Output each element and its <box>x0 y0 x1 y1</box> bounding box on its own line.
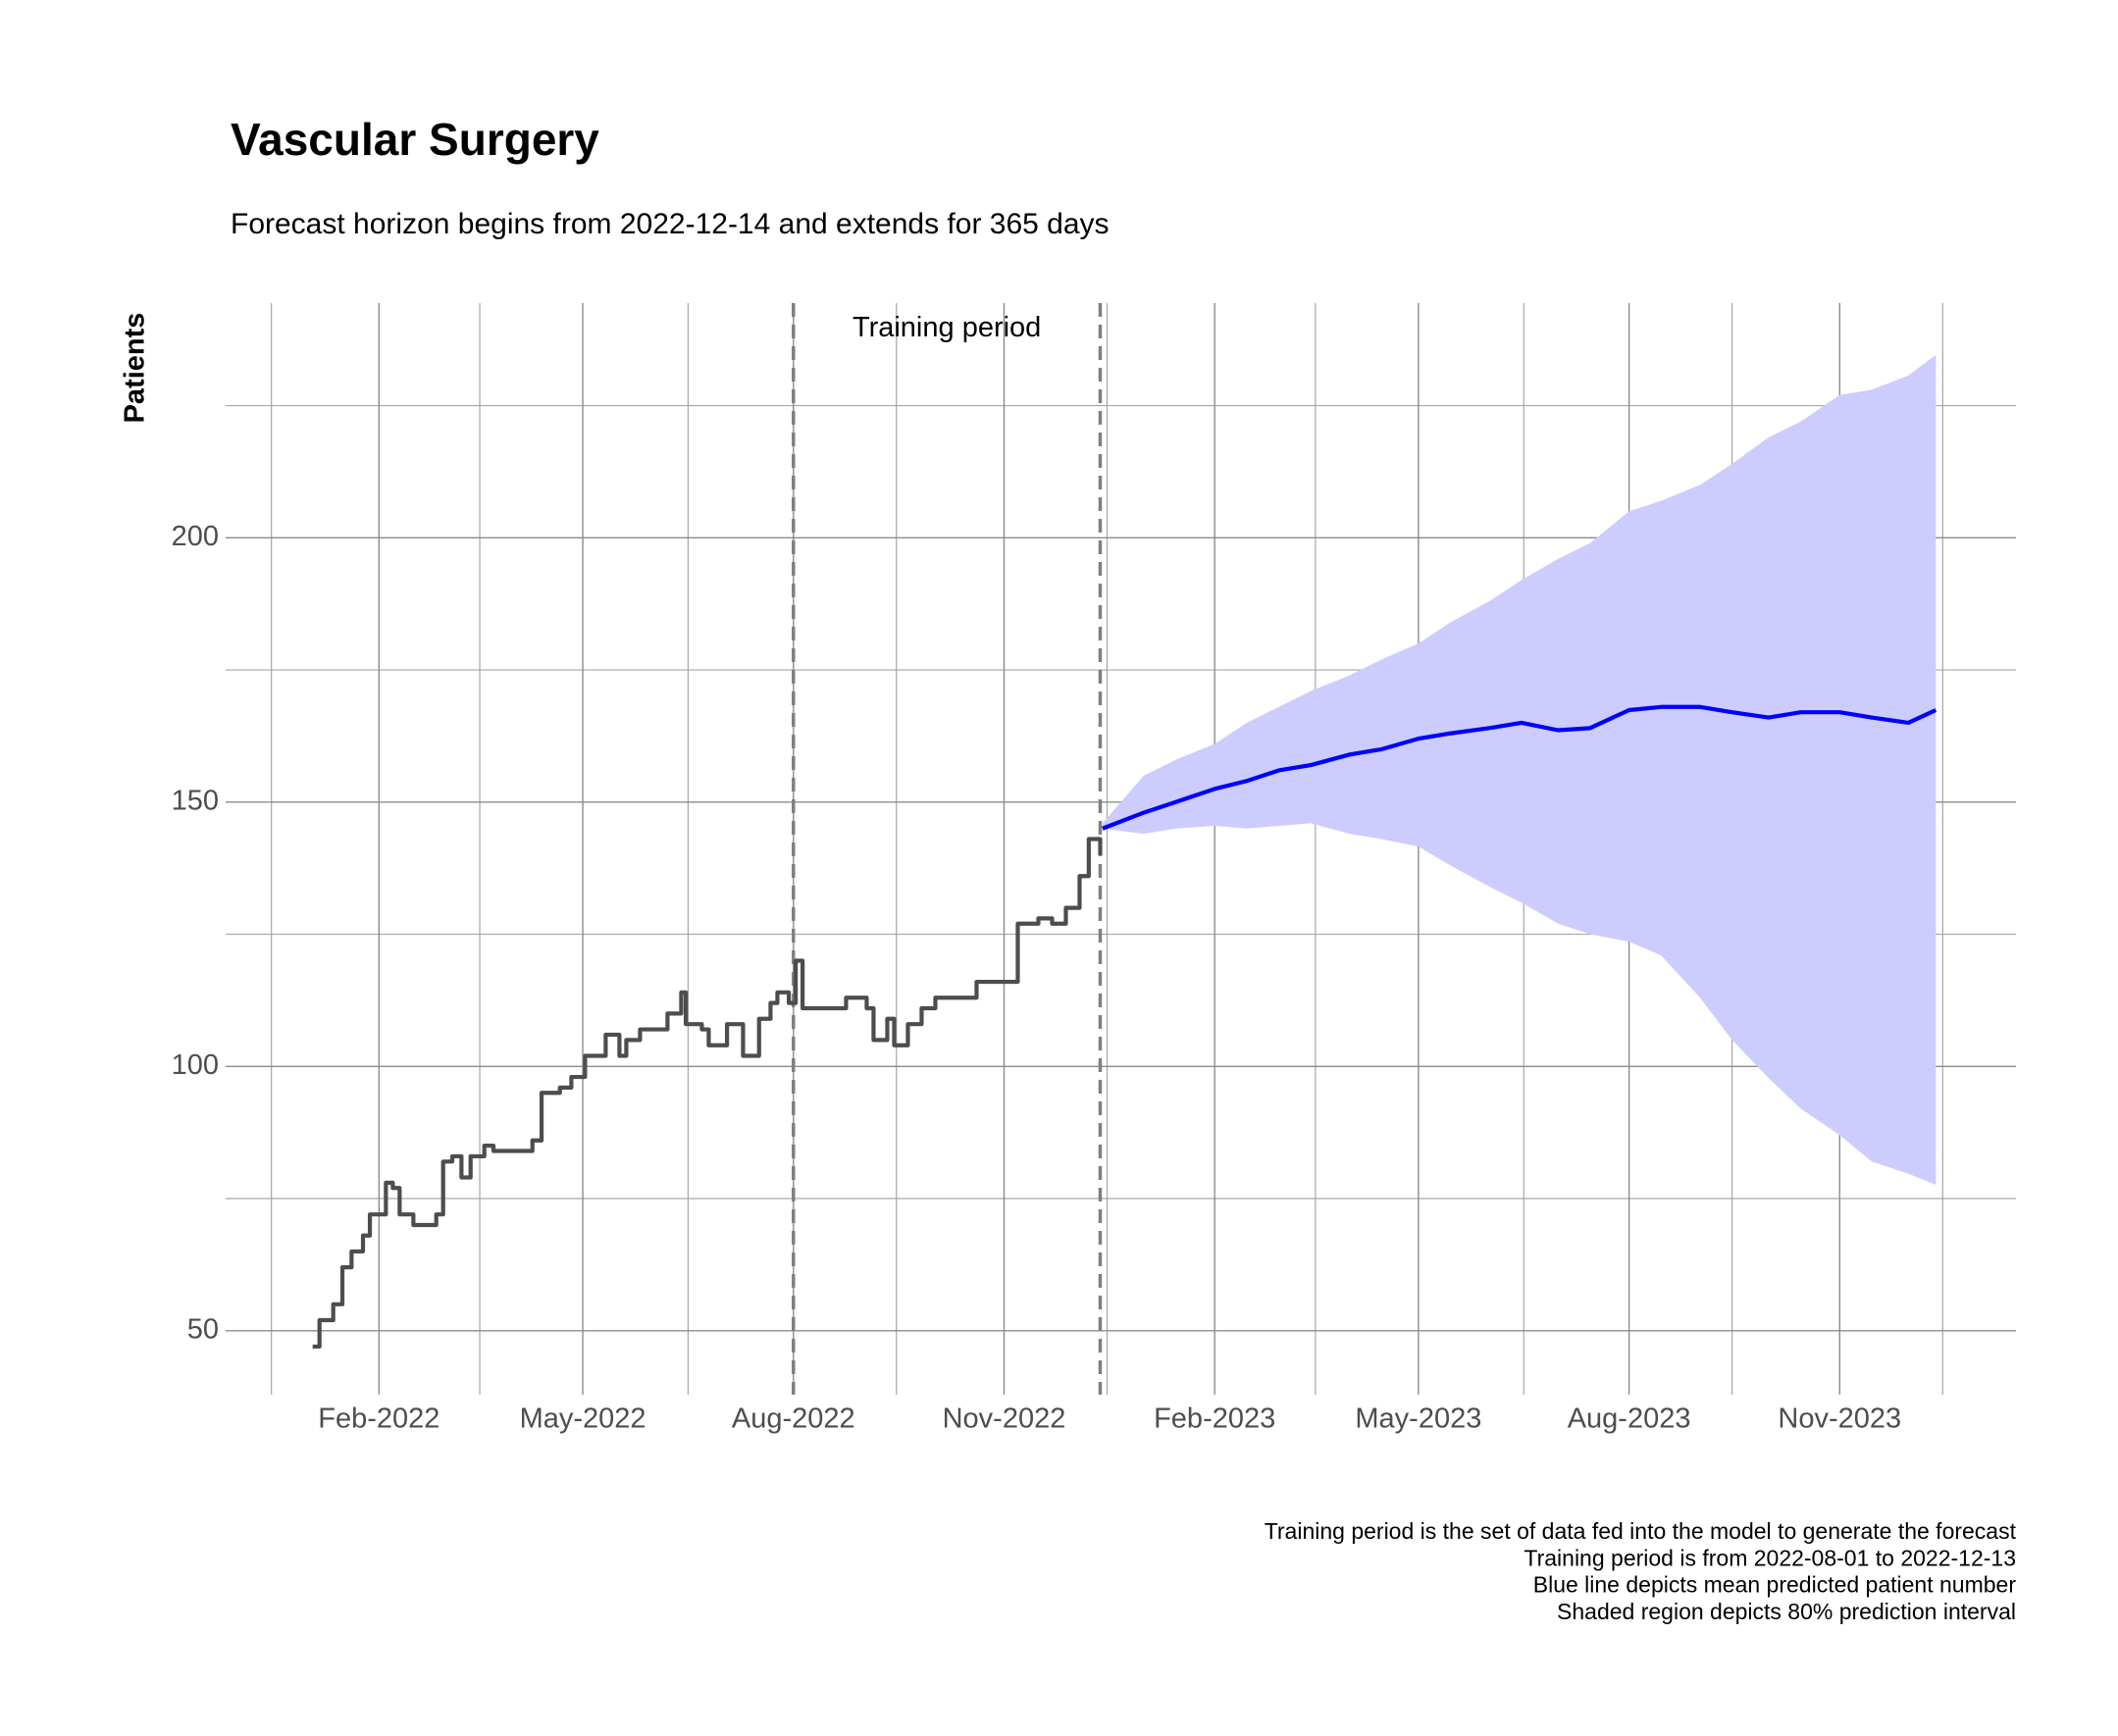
prediction-interval <box>1102 354 1937 1186</box>
x-tick-label: May-2022 <box>520 1404 646 1435</box>
y-axis-title: Patients <box>120 313 151 424</box>
forecast-mean-line <box>1102 704 1937 831</box>
y-tick-label: 100 <box>172 1049 219 1081</box>
x-tick-label: Feb-2022 <box>318 1404 439 1435</box>
y-tick-label: 150 <box>172 785 219 816</box>
chart-subtitle: Forecast horizon begins from 2022-12-14 … <box>231 208 1110 240</box>
x-tick-label: Feb-2023 <box>1154 1404 1275 1435</box>
annotation: Training period <box>852 312 1041 343</box>
y-tick-label: 50 <box>187 1313 219 1345</box>
history-line <box>312 837 1103 1350</box>
caption: Training period is the set of data fed i… <box>1265 1518 2017 1544</box>
caption: Blue line depicts mean predicted patient… <box>1533 1572 2017 1598</box>
chart-title: Vascular Surgery <box>231 114 599 165</box>
y-tick-label: 200 <box>172 521 219 552</box>
caption: Training period is from 2022-08-01 to 20… <box>1524 1545 2016 1570</box>
x-tick-label: Nov-2023 <box>1778 1404 1901 1435</box>
x-tick-label: Nov-2022 <box>943 1404 1066 1435</box>
x-tick-label: Aug-2022 <box>732 1404 855 1435</box>
caption: Shaded region depicts 80% prediction int… <box>1557 1599 2016 1624</box>
x-tick-label: Aug-2023 <box>1568 1404 1691 1435</box>
x-tick-label: May-2023 <box>1355 1404 1481 1435</box>
